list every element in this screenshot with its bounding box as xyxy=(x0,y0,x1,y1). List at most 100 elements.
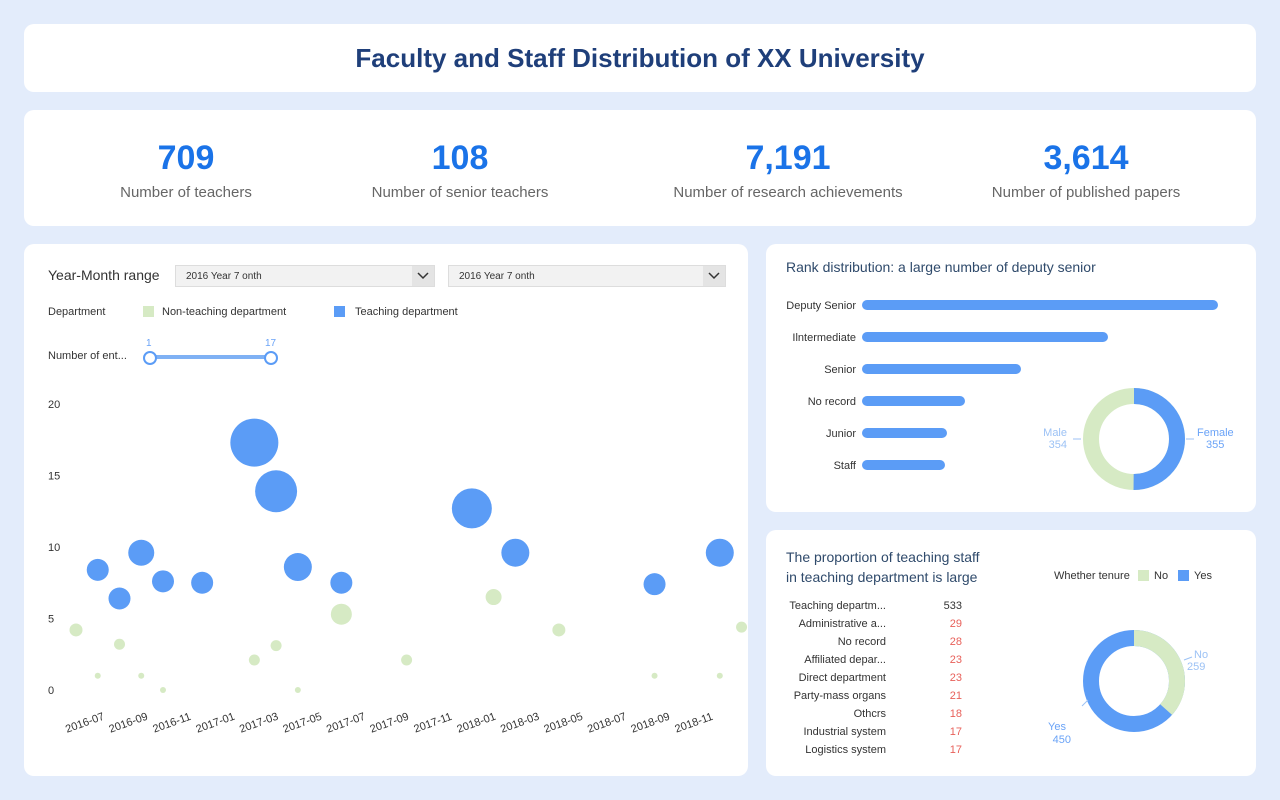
entries-range-slider[interactable] xyxy=(142,348,282,368)
rank-category-label: No record xyxy=(808,396,856,408)
nonteaching-bubble xyxy=(485,589,502,606)
female-label: Female xyxy=(1197,427,1234,439)
nonteaching-legend-label[interactable]: Non-teaching department xyxy=(162,306,287,318)
tenure-yes-label: Yes xyxy=(1048,721,1066,733)
slider-max-handle[interactable] xyxy=(264,351,278,365)
kpi-label: Number of published papers xyxy=(991,184,1181,201)
rank-category-label: Senior xyxy=(824,364,856,376)
male-label: Male xyxy=(1043,427,1067,439)
department-count: 29 xyxy=(949,618,962,630)
x-tick-label: 2017-03 xyxy=(238,711,280,736)
rank-bar xyxy=(862,428,947,438)
start-month-select[interactable]: 2016 Year 7 onth xyxy=(175,265,435,287)
department-name: No record xyxy=(837,636,886,648)
nonteaching-bubble xyxy=(552,623,566,637)
rank-category-label: Deputy Senior xyxy=(786,300,856,312)
nonteaching-bubble xyxy=(330,603,352,625)
bubble-chart-card: Year-Month range 2016 Year 7 onth 2016 Y… xyxy=(24,244,748,776)
kpi-value: 7,191 xyxy=(745,139,831,177)
teaching-bubble xyxy=(191,571,214,594)
department-name: Direct department xyxy=(798,672,886,684)
teaching-bubble xyxy=(705,538,734,567)
department-count: 21 xyxy=(949,690,962,702)
x-tick-label: 2017-05 xyxy=(281,711,323,736)
department-count: 533 xyxy=(943,600,962,612)
teaching-bubble xyxy=(283,553,312,582)
department-name: Othcrs xyxy=(853,708,886,720)
kpi-value: 709 xyxy=(157,139,215,177)
department-name: Party-mass organs xyxy=(793,690,886,702)
rank-bar xyxy=(862,364,1021,374)
teaching-bubble xyxy=(643,573,666,596)
y-tick-label: 10 xyxy=(48,542,60,554)
tenure-no-arc xyxy=(1083,630,1185,732)
nonteaching-bubble xyxy=(716,672,723,679)
rank-title: Rank distribution: a large number of dep… xyxy=(786,259,1096,275)
x-tick-label: 2018-03 xyxy=(499,711,541,736)
tenure-no-label: No xyxy=(1194,649,1208,661)
x-tick-label: 2017-07 xyxy=(325,711,367,736)
teaching-bubble xyxy=(128,539,155,566)
end-month-value: 2016 Year 7 onth xyxy=(459,271,535,282)
x-tick-label: 2018-11 xyxy=(673,711,714,736)
kpi-label: Number of senior teachers xyxy=(371,184,549,201)
tenure-no-swatch[interactable] xyxy=(1138,570,1149,581)
kpi-label: Number of research achievements xyxy=(673,184,903,201)
chevron-down-icon[interactable] xyxy=(412,266,434,286)
chevron-down-icon[interactable] xyxy=(703,266,725,286)
tenure-label: Whether tenure xyxy=(1054,570,1130,582)
no-leader-line xyxy=(1183,656,1193,661)
title-card: Faculty and Staff Distribution of XX Uni… xyxy=(24,24,1256,92)
nonteaching-legend-swatch[interactable] xyxy=(143,306,154,317)
teaching-bubble xyxy=(501,538,530,567)
nonteaching-bubble xyxy=(248,654,260,666)
department-count: 18 xyxy=(949,708,962,720)
nonteaching-bubble xyxy=(114,638,125,650)
range-label: Year-Month range xyxy=(48,267,160,283)
end-month-select[interactable]: 2016 Year 7 onth xyxy=(448,265,726,287)
x-tick-label: 2018-09 xyxy=(629,711,671,736)
teach-title-line2: in teaching department is large xyxy=(786,569,978,585)
tenure-no-label[interactable]: No xyxy=(1154,570,1169,582)
nonteaching-bubble xyxy=(401,654,413,666)
slider-min-handle[interactable] xyxy=(143,351,157,365)
tenure-no-value: 259 xyxy=(1187,661,1205,673)
x-tick-label: 2017-09 xyxy=(368,711,410,736)
entries-label: Number of ent... xyxy=(48,350,127,362)
x-tick-label: 2017-01 xyxy=(194,711,236,736)
rank-category-label: Ilntermediate xyxy=(792,332,856,344)
kpi-value: 108 xyxy=(431,139,489,177)
x-tick-label: 2016-07 xyxy=(64,711,106,736)
x-tick-label: 2016-11 xyxy=(151,711,192,736)
tenure-yes-label[interactable]: Yes xyxy=(1194,570,1212,582)
rank-card: Rank distribution: a large number of dep… xyxy=(766,244,1256,512)
kpi-label: Number of teachers xyxy=(120,184,252,201)
teaching-legend-label[interactable]: Teaching department xyxy=(355,306,458,318)
rank-bar xyxy=(862,300,1218,310)
nonteaching-bubble xyxy=(160,687,166,693)
nonteaching-bubble xyxy=(94,672,101,679)
nonteaching-bubble xyxy=(138,672,145,679)
department-name: Industrial system xyxy=(803,726,886,738)
department-name: Administrative a... xyxy=(798,618,886,630)
tenure-yes-swatch[interactable] xyxy=(1178,570,1189,581)
rank-bar xyxy=(862,460,945,470)
x-tick-label: 2018-07 xyxy=(586,711,628,736)
teaching-bubble xyxy=(330,571,353,594)
kpi-papers: 3,614 Number of published papers xyxy=(966,138,1206,201)
slider-track[interactable] xyxy=(150,355,271,359)
teach-title-line1: The proportion of teaching staff xyxy=(786,549,980,565)
slider-max-value: 17 xyxy=(265,338,277,349)
nonteaching-bubble xyxy=(270,640,282,652)
kpi-value: 3,614 xyxy=(1043,139,1129,177)
teaching-bubble xyxy=(451,488,492,529)
kpi-card: 709 Number of teachers 108 Number of sen… xyxy=(24,110,1256,226)
y-tick-label: 5 xyxy=(48,614,54,626)
department-count: 17 xyxy=(949,726,962,738)
rank-bar-chart: Deputy Senior Ilntermediate Senior No recor… xyxy=(786,300,1234,490)
teach-card: The proportion of teaching staff in teac… xyxy=(766,530,1256,776)
teaching-legend-swatch[interactable] xyxy=(334,306,345,317)
department-label: Department xyxy=(48,306,106,318)
